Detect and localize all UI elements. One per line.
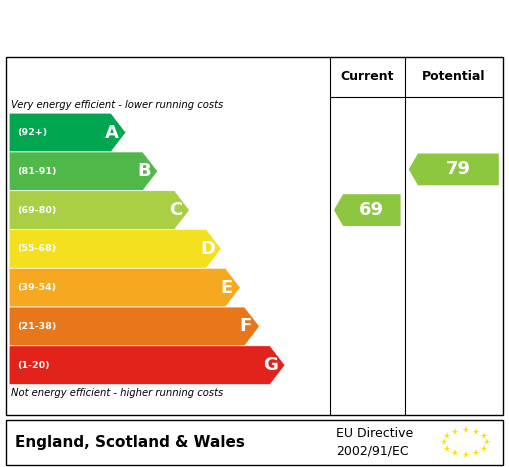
- Text: B: B: [137, 163, 151, 180]
- Text: Energy Efficiency Rating: Energy Efficiency Rating: [15, 15, 341, 40]
- Polygon shape: [9, 152, 158, 191]
- Polygon shape: [9, 229, 221, 268]
- Polygon shape: [9, 268, 240, 307]
- Text: C: C: [169, 201, 182, 219]
- Text: (1-20): (1-20): [17, 361, 49, 370]
- Text: 79: 79: [446, 160, 471, 178]
- Text: (92+): (92+): [17, 128, 47, 137]
- Text: E: E: [220, 279, 233, 297]
- Text: (55-68): (55-68): [17, 244, 56, 254]
- Polygon shape: [9, 113, 126, 152]
- Text: England, Scotland & Wales: England, Scotland & Wales: [15, 435, 245, 450]
- Text: Very energy efficient - lower running costs: Very energy efficient - lower running co…: [11, 100, 223, 110]
- Text: A: A: [105, 124, 119, 142]
- Polygon shape: [409, 154, 499, 185]
- Text: (81-91): (81-91): [17, 167, 56, 176]
- Text: F: F: [239, 318, 252, 335]
- Text: Current: Current: [341, 70, 394, 83]
- Polygon shape: [334, 194, 401, 226]
- Text: (69-80): (69-80): [17, 205, 56, 215]
- Text: D: D: [200, 240, 215, 258]
- Polygon shape: [9, 346, 285, 385]
- Text: Not energy efficient - higher running costs: Not energy efficient - higher running co…: [11, 388, 223, 398]
- Polygon shape: [9, 191, 189, 229]
- Text: EU Directive: EU Directive: [336, 427, 413, 440]
- Text: (39-54): (39-54): [17, 283, 56, 292]
- FancyBboxPatch shape: [6, 420, 503, 465]
- Text: G: G: [264, 356, 278, 374]
- Text: (21-38): (21-38): [17, 322, 56, 331]
- Text: 69: 69: [359, 201, 384, 219]
- Polygon shape: [9, 307, 260, 346]
- Text: Potential: Potential: [422, 70, 486, 83]
- Text: 2002/91/EC: 2002/91/EC: [336, 445, 409, 458]
